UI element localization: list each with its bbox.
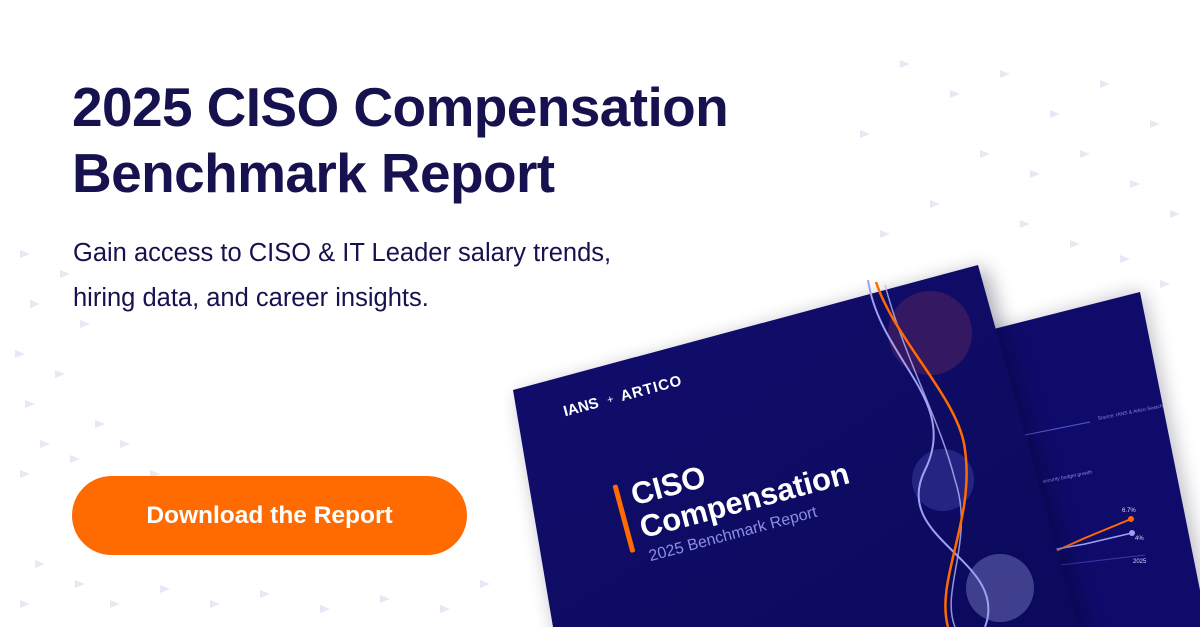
report-front-cover: IANS + ARTICO CISO Compensation 2025 Ben… <box>513 265 1087 627</box>
back-page-value-low: 4% <box>1135 536 1144 542</box>
cover-lavender-curve-1 <box>867 279 990 627</box>
cover-decorative-circle-bottom <box>966 554 1034 622</box>
page-subheadline: Gain access to CISO & IT Leader salary t… <box>73 231 611 321</box>
back-page-orange-point <box>1128 516 1134 522</box>
headline-line-2: Benchmark Report <box>72 142 555 204</box>
download-report-button[interactable]: Download the Report <box>72 476 467 555</box>
cover-orange-accent-bar <box>612 484 635 553</box>
subheadline-line-1: Gain access to CISO & IT Leader salary t… <box>73 239 612 267</box>
report-mockup-image: Source: IANS & Artico Search security bu… <box>513 265 1200 627</box>
page-headline: 2025 CISO Compensation Benchmark Report <box>72 74 729 206</box>
cover-orange-curve <box>874 281 968 627</box>
back-page-lavender-point <box>1129 530 1135 536</box>
cover-lavender-curve-2 <box>884 284 963 627</box>
back-page-year-label: 2025 <box>1133 559 1147 565</box>
subheadline-line-2: hiring data, and career insights. <box>73 284 429 312</box>
back-page-value-high: 6.7% <box>1122 508 1136 514</box>
cover-decorative-circle-top <box>888 291 972 375</box>
headline-line-1: 2025 CISO Compensation <box>72 76 729 138</box>
cover-brand-separator: + <box>606 393 615 406</box>
